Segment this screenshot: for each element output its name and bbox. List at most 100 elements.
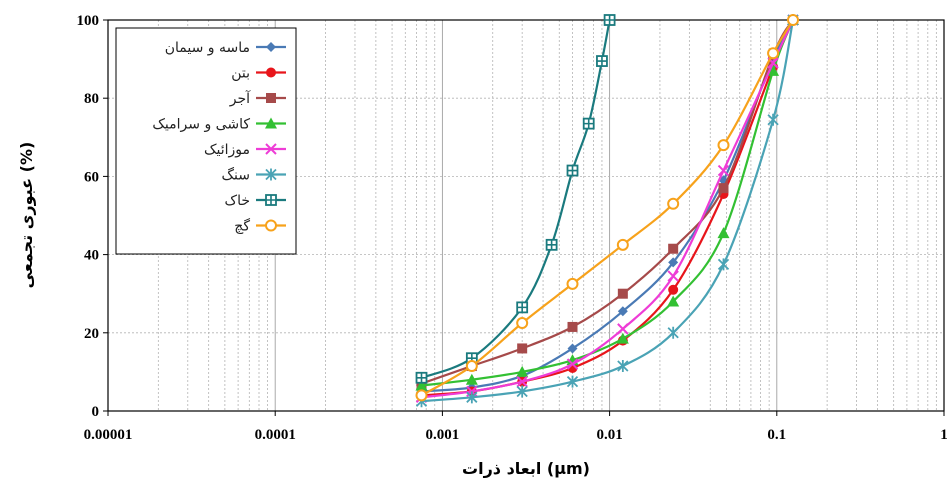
series-8 [415, 14, 800, 402]
y-tick-label: 100 [77, 13, 100, 29]
series-layer [415, 14, 800, 408]
data-point [787, 14, 800, 26]
data-point [717, 258, 730, 271]
data-point [415, 389, 428, 402]
series-line [421, 19, 795, 387]
data-point [465, 360, 478, 373]
data-point [617, 306, 628, 317]
data-point [667, 326, 679, 339]
data-point [596, 55, 608, 67]
legend-marker [266, 42, 276, 52]
legend-label: آجر [229, 90, 251, 107]
series-line [421, 19, 795, 403]
legend-marker [265, 194, 277, 206]
data-point [616, 238, 629, 251]
data-point [582, 117, 595, 130]
data-point [566, 358, 579, 370]
legend-item: بتن [231, 66, 286, 82]
legend-marker [265, 219, 277, 232]
data-point [767, 113, 779, 126]
series-line [421, 19, 795, 397]
data-point [566, 277, 579, 290]
data-point [617, 323, 629, 335]
series-6 [415, 14, 799, 408]
series-7 [415, 14, 616, 384]
data-point [516, 301, 529, 314]
data-point [545, 238, 558, 251]
data-point [717, 139, 730, 152]
y-tick-label: 80 [84, 91, 99, 107]
series-line [421, 19, 611, 379]
legend-item: گچ [234, 218, 286, 235]
legend-label: سنگ [222, 167, 251, 184]
data-point [616, 332, 629, 344]
legend-box [115, 27, 297, 255]
data-point [617, 360, 629, 373]
data-point [516, 365, 529, 377]
legend-label: گچ [234, 218, 250, 235]
data-point [566, 375, 579, 388]
data-point [465, 373, 478, 385]
legend-item: موزائیک [204, 142, 286, 158]
data-point [516, 375, 528, 388]
x-tick-label: 0.0001 [255, 427, 296, 443]
data-point [603, 14, 616, 26]
data-point [567, 343, 578, 354]
y-axis-title: عبوری تجمعی (%) [17, 142, 36, 289]
legend-label: بتن [231, 66, 250, 82]
data-point [667, 295, 680, 307]
x-tick-label: 1 [940, 427, 947, 443]
data-point [668, 284, 679, 295]
y-tick-label: 20 [84, 326, 99, 342]
legend-marker [265, 168, 277, 181]
series-4 [415, 14, 800, 391]
legend-marker [265, 143, 277, 155]
data-point [718, 183, 729, 194]
x-tick-label: 0.001 [426, 427, 460, 443]
legend-item: کاشی و سرامیک [152, 117, 286, 133]
data-point [767, 47, 780, 60]
data-point [767, 64, 780, 76]
legend-label: خاک [225, 193, 250, 209]
data-point [567, 321, 578, 332]
data-point [667, 270, 679, 282]
data-point [415, 371, 428, 384]
legend-item: آجر [229, 90, 286, 107]
data-point [516, 385, 528, 398]
data-point [668, 243, 679, 254]
x-tick-label: 0.1 [767, 427, 786, 443]
legend-label: کاشی و سرامیک [152, 117, 250, 133]
data-point [415, 379, 428, 391]
data-point [717, 164, 730, 177]
series-line [421, 19, 794, 393]
data-point [617, 288, 628, 299]
legend: ماسه و سیمان بتن آجر کاشی و سرامیک موزائیک سن… [115, 27, 297, 255]
x-tick-label: 0.01 [596, 427, 622, 443]
legend-item: خاک [225, 193, 286, 209]
data-point [717, 227, 730, 239]
y-tick-label: 60 [84, 169, 99, 185]
legend-item: سنگ [222, 167, 286, 184]
legend-marker [265, 117, 277, 129]
series-1 [416, 15, 799, 397]
plot-area [107, 19, 945, 412]
x-tick-label: 0.00001 [84, 427, 133, 443]
legend-marker [266, 93, 276, 103]
data-point [517, 343, 528, 354]
x-axis-title: ابعاد ذرات (µm) [462, 459, 590, 478]
data-point [516, 317, 529, 330]
series-line [421, 19, 794, 385]
axis-ticks: 0.00001 0.0001 0.001 0.01 0.1 1 0 20 40 60 80 100 [77, 13, 947, 443]
legend-label: ماسه و سیمان [165, 40, 250, 56]
y-tick-label: 40 [84, 248, 99, 264]
legend-marker [266, 67, 276, 78]
data-point [566, 164, 579, 177]
data-point [667, 197, 680, 210]
series-line [421, 19, 794, 399]
data-point [466, 391, 478, 404]
legend-item: ماسه و سیمان [165, 40, 286, 56]
data-point [668, 257, 679, 268]
legend-label: موزائیک [204, 142, 250, 158]
series-line [420, 19, 794, 397]
